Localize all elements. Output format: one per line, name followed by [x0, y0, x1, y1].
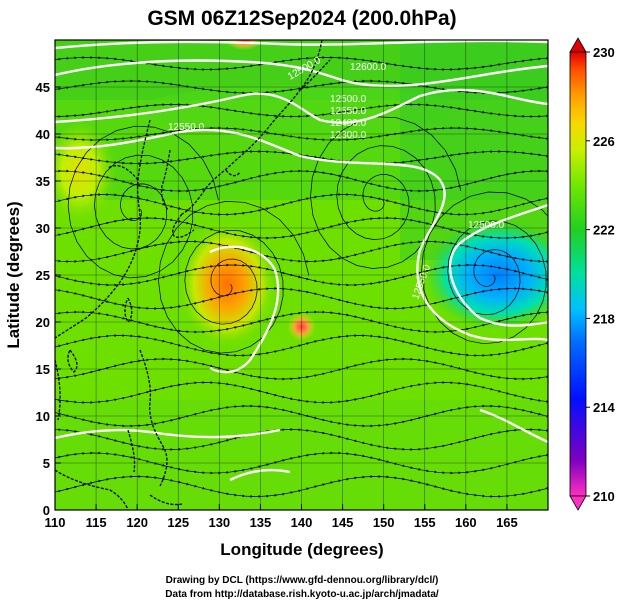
colorbar-min-arrow	[569, 495, 587, 511]
y-tick-label: 30	[36, 221, 50, 236]
contour-label-7: 12500.0	[468, 220, 505, 231]
coast-china	[55, 119, 151, 339]
x-tick-label: 150	[373, 515, 395, 530]
streamline	[55, 475, 548, 498]
lat-lon-grid	[55, 40, 548, 510]
streamline	[55, 169, 548, 193]
coast-kyushu	[172, 213, 195, 238]
y-tick-label: 25	[36, 268, 50, 283]
y-tick-label: 0	[43, 503, 50, 518]
x-tick-label: 125	[167, 515, 189, 530]
x-tick-label: 160	[455, 515, 477, 530]
streamline	[55, 240, 548, 263]
contour-label-4: 12400.0	[330, 118, 367, 129]
height-contours	[55, 40, 548, 482]
contour-label-1: 12600.0	[350, 62, 387, 73]
contour-12500	[55, 59, 548, 88]
streamline	[55, 428, 548, 451]
contour-12550-typhoon	[209, 245, 280, 374]
x-tick-label: 120	[126, 515, 148, 530]
streamline	[55, 56, 548, 71]
x-tick-label: 155	[414, 515, 436, 530]
x-tick-label: 110	[45, 515, 66, 530]
colorbar-tick-label: 222	[593, 223, 615, 238]
y-tick-label: 20	[36, 315, 50, 330]
streamline	[55, 126, 548, 142]
coast-sulawesi	[149, 494, 183, 506]
y-tick-label: 40	[36, 127, 50, 142]
contour-south-west	[55, 428, 281, 440]
streamline	[55, 103, 548, 118]
streamline	[55, 451, 548, 475]
colorbar-tick-label: 218	[593, 311, 615, 326]
x-tick-label: 115	[86, 515, 107, 530]
map-plot: 12600.0 12500.0 12550.0 12400.0 12300.0 …	[55, 40, 548, 510]
coast-shikoku	[225, 169, 241, 177]
vortex-spiral-3	[67, 125, 219, 279]
x-axis-ticks: 110 115 120 125 130 135 140 145 150 155 160 165	[45, 504, 518, 530]
coast-hainan	[67, 349, 78, 373]
colorbar-tick-label: 214	[593, 400, 615, 415]
colorbar-tick-label: 226	[593, 134, 615, 149]
coast-philippines	[139, 349, 168, 487]
streamline	[55, 287, 548, 310]
streamline	[55, 357, 548, 381]
vortex-spiral-2	[310, 116, 462, 269]
streamline	[55, 263, 548, 287]
streamline	[55, 381, 548, 404]
contour-label-2: 12500.0	[330, 94, 367, 105]
contour-12500-east	[448, 203, 548, 327]
map-title: GSM 06Z12Sep2024 (200.0hPa)	[147, 7, 456, 30]
contour-12550-a	[55, 128, 548, 342]
contour-south-center	[229, 468, 291, 482]
y-axis-ticks: 0 5 10 15 20 25 30 35 40 45	[36, 80, 61, 518]
coastlines	[55, 40, 331, 510]
vortex-spiral-1	[158, 201, 310, 354]
y-tick-label: 5	[43, 456, 50, 471]
coast-bohai	[107, 165, 139, 181]
colorbar-ticks: 230 226 222 218 214 210	[586, 45, 615, 504]
x-tick-label: 165	[496, 515, 518, 530]
coast-indochina	[55, 359, 61, 421]
credit-data: Data from http://database.rish.kyoto-u.a…	[165, 589, 439, 600]
contour-12400	[55, 88, 548, 124]
coast-hokkaido	[299, 59, 331, 91]
contour-south-east	[479, 408, 548, 444]
x-axis-label: Longitude (degrees)	[220, 540, 383, 559]
colorbar-tick-label: 230	[593, 45, 615, 60]
coast-korea	[160, 149, 171, 211]
streamlines	[55, 56, 548, 498]
streamline	[55, 310, 548, 334]
streamline	[55, 193, 548, 216]
streamline	[55, 334, 548, 357]
colorbar-max-arrow	[569, 37, 587, 53]
contour-label-6: 12550.0	[168, 122, 205, 133]
y-tick-label: 10	[36, 409, 50, 424]
x-tick-label: 140	[291, 515, 313, 530]
x-tick-label: 145	[332, 515, 354, 530]
y-axis-label: Latitude (degrees)	[4, 201, 23, 348]
streamline	[55, 404, 548, 428]
y-tick-label: 35	[36, 174, 50, 189]
contour-12600	[55, 40, 548, 50]
colorbar: 230 226 222 218 214 210	[569, 37, 615, 511]
colorbar-scale	[569, 51, 587, 497]
x-tick-label: 135	[250, 515, 272, 530]
streamline	[55, 79, 548, 95]
coast-borneo	[55, 469, 129, 510]
contour-label-5: 12300.0	[330, 130, 367, 141]
y-tick-label: 45	[36, 80, 50, 95]
y-tick-label: 15	[36, 362, 50, 377]
colorbar-tick-label: 210	[593, 489, 615, 504]
contour-label-3: 12550.0	[330, 106, 367, 117]
x-tick-label: 130	[208, 515, 230, 530]
coast-japan-honshu	[181, 40, 323, 215]
credit-drawing: Drawing by DCL (https://www.gfd-dennou.o…	[166, 575, 439, 586]
